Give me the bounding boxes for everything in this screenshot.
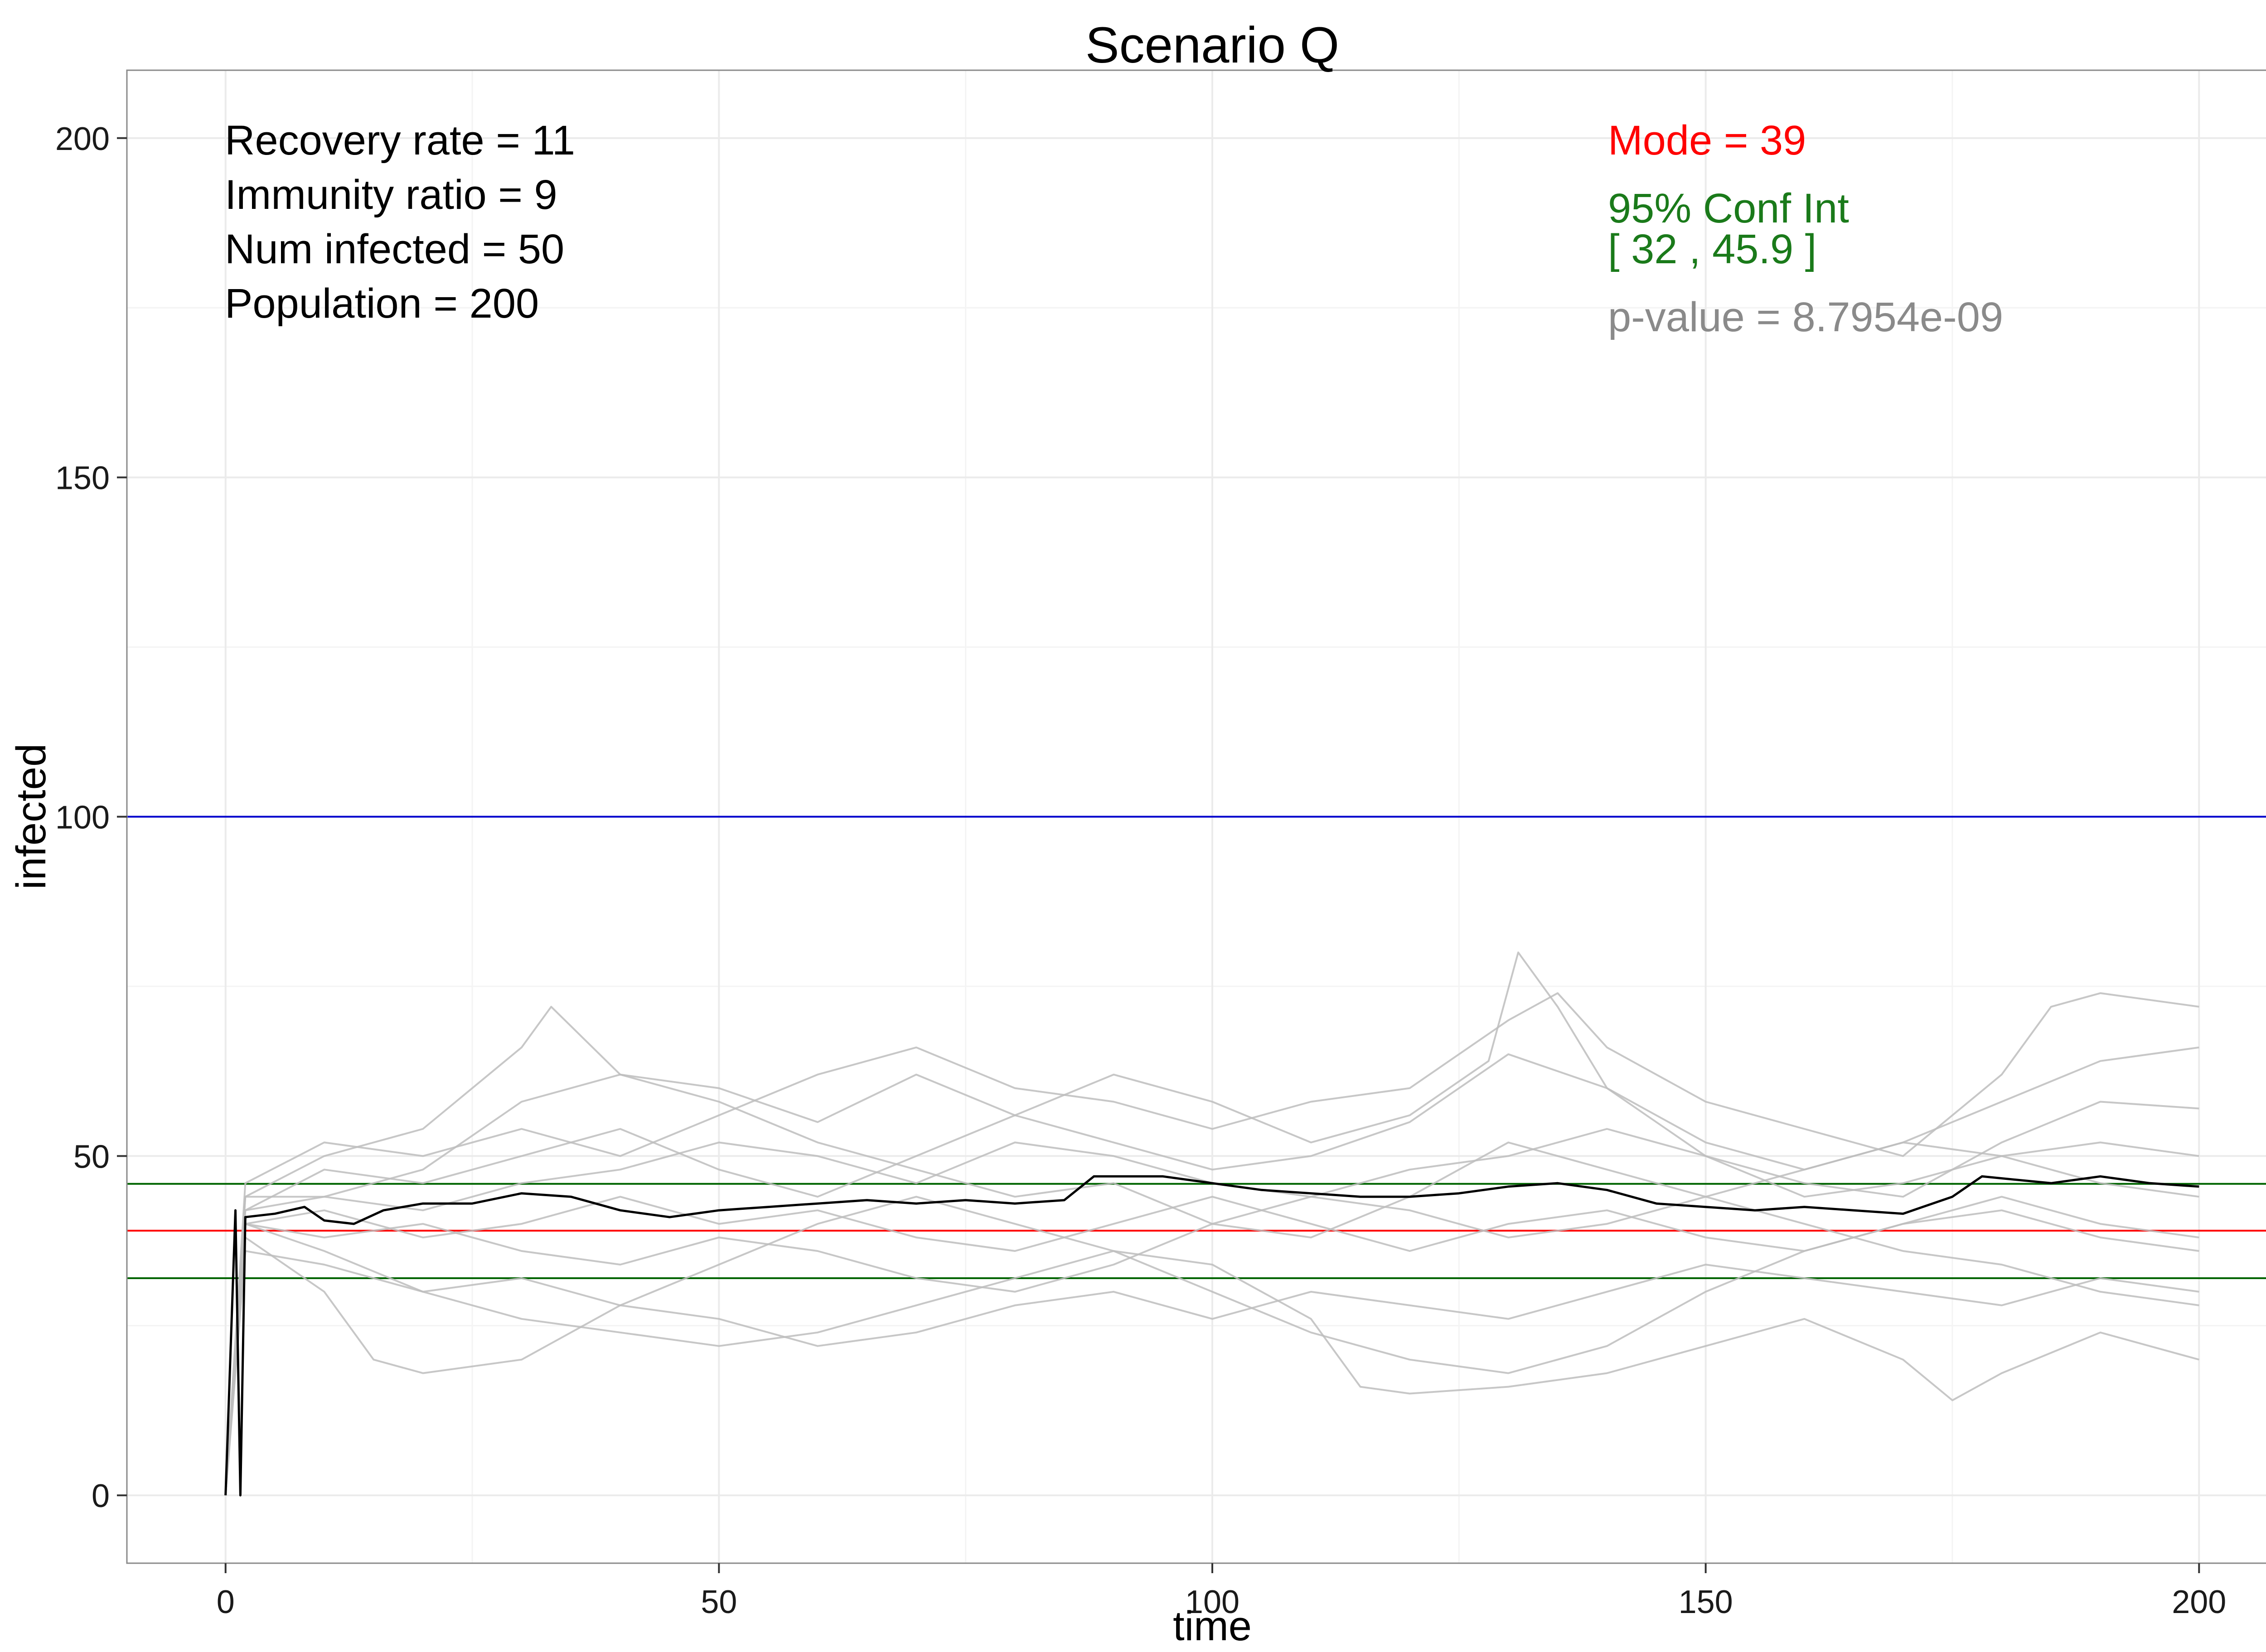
series-lines xyxy=(224,952,2199,1497)
simulation-line-3 xyxy=(224,1005,2199,1496)
y-tick-label: 200 xyxy=(55,121,110,157)
parameters-annotation: Recovery rate = 11 Immunity ratio = 9 Nu… xyxy=(225,117,575,327)
population-text: Population = 200 xyxy=(225,280,539,327)
simulation-line-7 xyxy=(224,952,2199,1496)
y-tick-label: 150 xyxy=(55,460,110,497)
simulation-line-9 xyxy=(224,1128,2199,1496)
num-infected-text: Num infected = 50 xyxy=(225,226,564,272)
mean-line xyxy=(224,1175,2199,1497)
pvalue-text: p-value = 8.7954e-09 xyxy=(1608,294,2003,340)
y-tick-label: 100 xyxy=(55,800,110,836)
ci-title-text: 95% Conf Int xyxy=(1608,185,1849,232)
y-axis-label: infected xyxy=(8,744,54,889)
x-tick-label: 50 xyxy=(701,1584,737,1620)
x-axis-label: time xyxy=(1173,1603,1252,1649)
simulation-line-8 xyxy=(224,1250,2199,1496)
mode-text: Mode = 39 xyxy=(1608,117,1806,164)
x-tick-label: 200 xyxy=(2172,1584,2226,1620)
y-tick-label: 50 xyxy=(73,1139,110,1175)
recovery-rate-text: Recovery rate = 11 xyxy=(225,117,575,164)
simulation-line-5 xyxy=(224,992,2199,1496)
statistics-annotation: Mode = 39 95% Conf Int [ 32 , 45.9 ] p-v… xyxy=(1608,117,2003,340)
x-tick-label: 100 xyxy=(1185,1584,1240,1620)
chart-title: Scenario Q xyxy=(1085,17,1339,73)
simulation-line-4 xyxy=(224,1196,2199,1496)
simulation-line-10 xyxy=(224,1196,2199,1496)
immunity-ratio-text: Immunity ratio = 9 xyxy=(225,172,557,218)
x-tick-label: 150 xyxy=(1679,1584,1733,1620)
axes: 0 50 100 150 200 0 50 100 150 200 xyxy=(55,121,2226,1620)
y-tick-label: 0 xyxy=(92,1478,110,1514)
x-tick-label: 0 xyxy=(217,1584,235,1620)
ci-range-text: [ 32 , 45.9 ] xyxy=(1608,226,1816,272)
